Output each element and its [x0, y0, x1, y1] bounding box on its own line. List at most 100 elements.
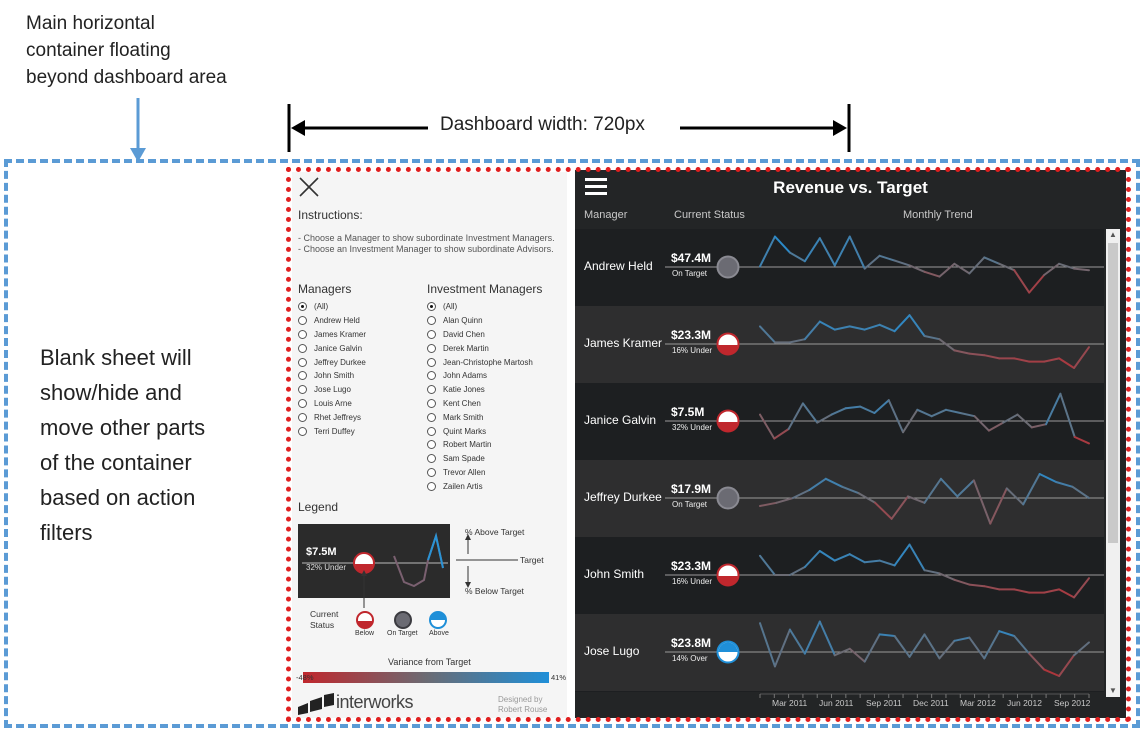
trend-segment: [1073, 641, 1090, 657]
trend-segment: [1073, 346, 1090, 369]
radio-option[interactable]: Robert Martin: [427, 438, 533, 452]
radio-icon[interactable]: [427, 371, 436, 381]
interworks-logo-mark: [298, 693, 334, 715]
radio-option[interactable]: Louis Arne: [298, 397, 366, 411]
annotation-dashboard-width: Dashboard width: 720px: [436, 114, 649, 136]
radio-option[interactable]: (All): [298, 300, 366, 314]
manager-row[interactable]: Jose Lugo $23.8M 14% Over: [575, 614, 1104, 691]
trend-segment: [788, 251, 806, 263]
radio-option[interactable]: Andrew Held: [298, 314, 366, 328]
radio-option[interactable]: Terri Duffey: [298, 424, 366, 438]
scroll-thumb[interactable]: [1108, 243, 1118, 543]
radio-option[interactable]: John Adams: [427, 369, 533, 383]
radio-icon[interactable]: [298, 385, 307, 395]
x-tick-label: Jun 2012: [1007, 698, 1042, 708]
radio-option[interactable]: David Chen: [427, 328, 533, 342]
instructions-title: Instructions:: [298, 208, 363, 222]
radio-icon[interactable]: [427, 357, 436, 367]
trend-segment: [893, 543, 911, 567]
radio-label: Janice Galvin: [314, 343, 363, 353]
x-tick-label: Mar 2011: [772, 698, 808, 708]
radio-option[interactable]: Janice Galvin: [298, 341, 366, 355]
trend-segment: [953, 262, 971, 275]
radio-icon[interactable]: [427, 316, 436, 326]
radio-option[interactable]: Sam Spade: [427, 452, 533, 466]
revenue-value: $47.4M: [671, 251, 712, 265]
legend-target: Target: [520, 555, 544, 565]
trend-segment: [759, 235, 776, 268]
manager-row[interactable]: Andrew Held $47.4M On Target: [575, 229, 1104, 306]
radio-option[interactable]: Trevor Allen: [427, 466, 533, 480]
radio-option[interactable]: Jeffrey Durkee: [298, 355, 366, 369]
radio-selected-icon[interactable]: [298, 302, 307, 312]
radio-icon[interactable]: [427, 385, 436, 395]
radio-option[interactable]: Zailen Artis: [427, 479, 533, 493]
radio-option[interactable]: John Smith: [298, 369, 366, 383]
radio-option[interactable]: Quint Marks: [427, 424, 533, 438]
scroll-down-icon[interactable]: ▼: [1109, 686, 1117, 695]
radio-option[interactable]: Jean-Christophe Martosh: [427, 355, 533, 369]
radio-option[interactable]: James Kramer: [298, 328, 366, 342]
radio-icon[interactable]: [427, 481, 436, 491]
radio-icon[interactable]: [427, 398, 436, 408]
trend-segment: [833, 647, 851, 657]
close-icon[interactable]: [298, 176, 320, 198]
hamburger-menu-icon[interactable]: [585, 178, 607, 196]
radio-icon[interactable]: [427, 329, 436, 339]
trend-segment: [759, 325, 776, 344]
trend-segment: [887, 399, 905, 434]
dashboard-title: Revenue vs. Target: [773, 178, 928, 197]
radio-icon[interactable]: [427, 343, 436, 353]
variance-min: -48%: [296, 673, 314, 682]
radio-option[interactable]: Katie Jones: [427, 383, 533, 397]
radio-option[interactable]: Rhet Jeffreys: [298, 410, 366, 424]
radio-option[interactable]: Mark Smith: [427, 410, 533, 424]
interworks-logo-text: interworks: [336, 692, 414, 712]
trend-segment: [803, 550, 821, 568]
radio-icon[interactable]: [298, 357, 307, 367]
annotation-floating-container: Main horizontal container floating beyon…: [26, 10, 227, 91]
radio-icon[interactable]: [298, 343, 307, 353]
trend-segment: [773, 428, 790, 440]
trend-segment: [878, 559, 896, 567]
radio-icon[interactable]: [427, 440, 436, 450]
radio-icon[interactable]: [427, 412, 436, 422]
radio-icon[interactable]: [427, 426, 436, 436]
annotation-line: Blank sheet will: [40, 345, 192, 370]
radio-icon[interactable]: [298, 316, 307, 326]
radio-option[interactable]: (All): [427, 300, 533, 314]
legend-variance: 32% Under: [306, 563, 347, 572]
radio-selected-icon[interactable]: [427, 302, 436, 312]
manager-row[interactable]: Janice Galvin $7.5M 32% Under: [575, 383, 1104, 460]
radio-icon[interactable]: [298, 412, 307, 422]
manager-row[interactable]: Louis Arne: [575, 691, 1104, 692]
radio-icon[interactable]: [298, 426, 307, 436]
trend-segment: [791, 489, 811, 499]
trend-segment: [938, 639, 956, 660]
manager-row[interactable]: John Smith $23.3M 16% Under: [575, 537, 1104, 614]
radio-icon[interactable]: [427, 467, 436, 477]
trend-segment: [923, 335, 941, 341]
radio-label: John Smith: [314, 371, 355, 381]
trend-segment: [818, 550, 836, 562]
radio-icon[interactable]: [298, 329, 307, 339]
manager-row[interactable]: Jeffrey Durkee $17.9M On Target: [575, 460, 1104, 537]
radio-label: Sam Spade: [443, 454, 485, 464]
radio-option[interactable]: Jose Lugo: [298, 383, 366, 397]
vertical-scrollbar[interactable]: ▲ ▼: [1106, 229, 1120, 697]
radio-option[interactable]: Alan Quinn: [427, 314, 533, 328]
radio-label: Alan Quinn: [443, 316, 483, 326]
scroll-up-icon[interactable]: ▲: [1109, 230, 1117, 239]
radio-option[interactable]: Kent Chen: [427, 397, 533, 411]
trend-segment: [908, 314, 926, 337]
radio-icon[interactable]: [298, 371, 307, 381]
radio-icon[interactable]: [427, 454, 436, 464]
manager-row[interactable]: James Kramer $23.3M 16% Under: [575, 306, 1104, 383]
trend-segment: [878, 633, 896, 637]
radio-option[interactable]: Derek Martin: [427, 341, 533, 355]
trend-segment: [841, 485, 860, 495]
radio-icon[interactable]: [298, 398, 307, 408]
status-text: 14% Over: [672, 654, 708, 663]
above-status-icon: [716, 640, 740, 664]
revenue-value: $23.8M: [671, 636, 712, 650]
